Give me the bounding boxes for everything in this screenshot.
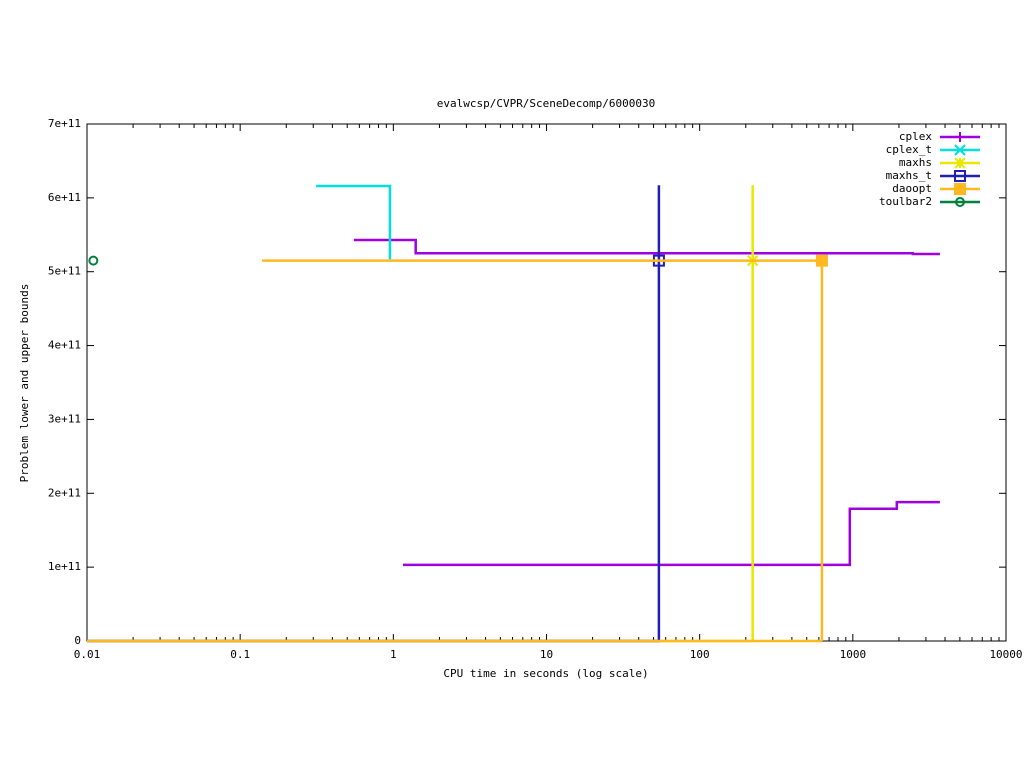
legend-label: maxhs [899,156,932,169]
marker-shape [88,255,99,266]
chart-title: evalwcsp/CVPR/SceneDecomp/6000030 [437,97,656,110]
point-marker [955,132,965,142]
marker-stroke [954,157,966,169]
y-tick-label: 4e+11 [48,339,81,352]
legend-label: daoopt [892,182,932,195]
y-tick-label: 0 [74,634,81,647]
x-tick-label: 100 [690,648,710,661]
x-tick-label: 0.01 [74,648,101,661]
legend-label: maxhs_t [886,169,932,182]
point-marker [954,144,966,156]
marker-shape [954,170,966,182]
x-tick-label: 0.1 [230,648,250,661]
point-marker [954,157,966,169]
marker-shape [954,183,966,195]
x-tick-label: 1000 [840,648,867,661]
x-axis-label: CPU time in seconds (log scale) [443,667,648,680]
y-tick-label: 5e+11 [48,265,81,278]
point-marker [954,170,966,182]
marker-shape [815,254,828,267]
series-line [316,184,392,260]
marker-shape [955,197,965,207]
y-tick-label: 6e+11 [48,191,81,204]
point-marker [815,254,828,267]
marker-stroke [954,144,966,156]
series-line [353,238,940,567]
series-line [87,259,824,643]
x-tick-label: 10 [540,648,553,661]
x-tick-label: 10000 [989,648,1022,661]
point-marker [955,197,965,207]
y-tick-label: 2e+11 [48,486,81,499]
plot-border [86,123,1007,642]
legend-label: cplex [899,130,932,143]
x-tick-label: 1 [390,648,397,661]
legend-label: toulbar2 [879,195,932,208]
legend-label: cplex_t [886,143,932,156]
y-tick-label: 7e+11 [48,117,81,130]
point-marker [88,255,99,266]
y-axis-label: Problem lower and upper bounds [18,284,31,483]
y-tick-label: 1e+11 [48,560,81,573]
point-marker [954,183,966,195]
y-tick-label: 3e+11 [48,412,81,425]
